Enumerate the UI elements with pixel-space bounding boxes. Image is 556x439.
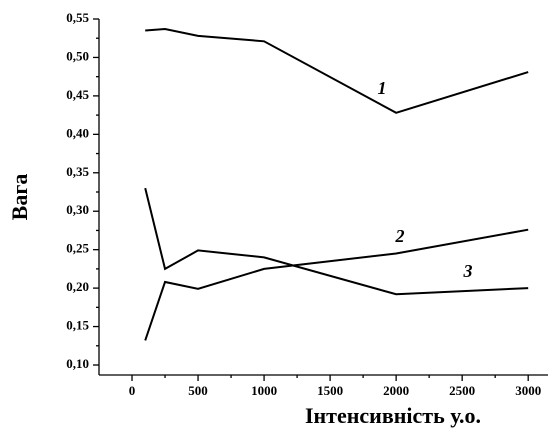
y-tick-label: 0,30 [66,202,89,217]
x-tick-label: 1500 [317,383,343,398]
y-axis-title: Вага [7,174,32,221]
x-tick-label: 2000 [383,383,409,398]
x-tick-label: 500 [188,383,208,398]
y-tick-label: 0,45 [66,87,89,102]
x-tick-label: 1000 [251,383,277,398]
series-label: 3 [463,261,473,281]
series-line [145,27,529,114]
series-label: 2 [395,226,405,246]
x-axis-title: Інтенсивність у.о. [305,403,481,428]
y-tick-label: 0,50 [66,48,89,63]
y-tick-label: 0,35 [66,164,89,179]
x-tick-label: 2500 [449,383,475,398]
x-tick-label: 3000 [515,383,541,398]
y-tick-label: 0,25 [66,241,89,256]
x-tick-label: 0 [129,383,136,398]
series-label: 1 [378,78,387,98]
y-tick-label: 0,10 [66,356,89,371]
y-tick-label: 0,40 [66,125,89,140]
series-line [144,187,529,296]
series-line [144,228,529,341]
y-tick-label: 0,55 [66,10,89,25]
y-tick-label: 0,20 [66,279,89,294]
y-tick-label: 0,15 [66,318,89,333]
